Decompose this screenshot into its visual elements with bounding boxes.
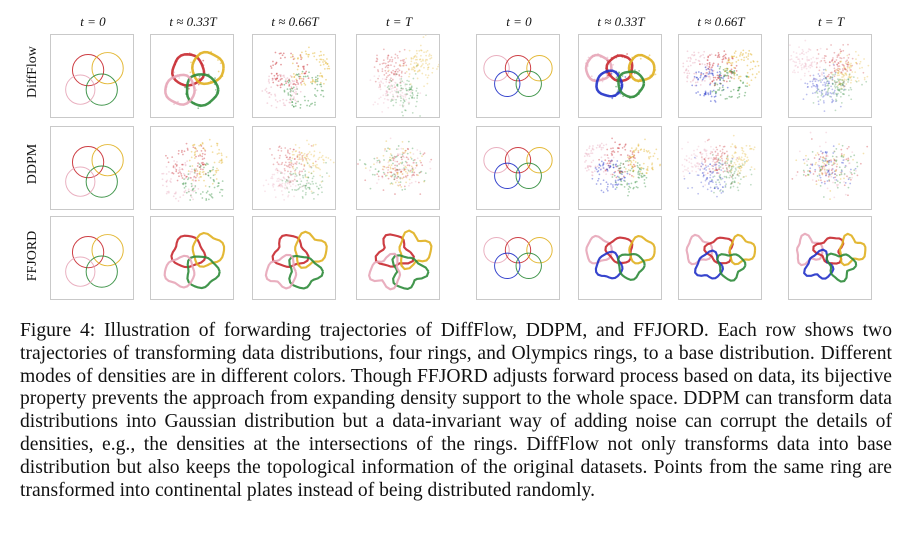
panel-ffjord-olympic-rings-step-0 (476, 216, 560, 300)
scatter-plot (65, 144, 124, 198)
col-label-right-3: t = T (817, 14, 845, 29)
col-label-right-1: t ≈ 0.33T (597, 14, 645, 29)
scatter-plot (368, 229, 433, 291)
panel-diffflow-four-rings-step-2 (252, 34, 336, 118)
scatter-plot (682, 49, 760, 103)
panel-diffflow-four-rings-step-0 (50, 34, 134, 118)
scatter-plot (795, 232, 867, 283)
scatter-plot (261, 46, 331, 109)
panel-ddpm-olympic-rings-step-2 (678, 126, 762, 210)
figure-caption: Figure 4: Illustration of forwarding tra… (20, 320, 892, 501)
panel-ffjord-olympic-rings-step-3 (788, 216, 872, 300)
panel-ffjord-four-rings-step-1 (150, 216, 234, 300)
scatter-plot (791, 131, 869, 201)
panel-ddpm-olympic-rings-step-1 (578, 126, 662, 210)
figure: t = 0 t ≈ 0.33T t ≈ 0.66T t = T t = 0 t … (25, 14, 872, 300)
panel-ddpm-olympic-rings-step-3 (788, 126, 872, 210)
col-label-right-0: t = 0 (506, 14, 532, 29)
panel-ffjord-four-rings-step-0 (50, 216, 134, 300)
panel-ffjord-four-rings-step-2 (252, 216, 336, 300)
panel-ddpm-four-rings-step-2 (252, 126, 336, 210)
panel-ddpm-four-rings-step-1 (150, 126, 234, 210)
scatter-plot (163, 231, 226, 290)
panel-ddpm-four-rings-step-3 (356, 126, 440, 210)
scatter-plot (357, 137, 433, 196)
panel-ffjord-olympic-rings-step-2 (678, 216, 762, 300)
row-label-ffjord: FFJORD (25, 230, 40, 282)
panel-diffflow-olympic-rings-step-1 (578, 34, 662, 118)
scatter-plot (483, 147, 553, 189)
panel-ffjord-four-rings-step-3 (356, 216, 440, 300)
scatter-plot (685, 233, 757, 282)
panel-ddpm-olympic-rings-step-0 (476, 126, 560, 210)
scatter-plot (65, 52, 124, 106)
panel-diffflow-olympic-rings-step-2 (678, 34, 762, 118)
scatter-plot (483, 237, 553, 279)
panel-diffflow-four-rings-step-3 (356, 34, 440, 118)
scatter-plot (681, 134, 756, 198)
panel-diffflow-olympic-rings-step-3 (788, 34, 872, 118)
scatter-plot (584, 53, 657, 100)
row-label-diffflow: DiffFlow (25, 46, 40, 98)
col-label-right-2: t ≈ 0.66T (697, 14, 745, 29)
scatter-plot (161, 138, 228, 202)
col-label-left-2: t ≈ 0.66T (271, 14, 319, 29)
panel-ffjord-olympic-rings-step-1 (578, 216, 662, 300)
col-label-left-3: t = T (385, 14, 413, 29)
scatter-plot (789, 39, 870, 113)
scatter-plot (369, 35, 439, 117)
scatter-plot (583, 137, 661, 197)
col-label-left-0: t = 0 (80, 14, 106, 29)
scatter-plot (585, 234, 656, 281)
col-label-left-1: t ≈ 0.33T (169, 14, 217, 29)
scatter-plot (164, 50, 225, 110)
panel-diffflow-four-rings-step-1 (150, 34, 234, 118)
scatter-plot (65, 234, 124, 288)
panel-ddpm-four-rings-step-0 (50, 126, 134, 210)
scatter-plot (262, 139, 335, 201)
row-label-ddpm: DDPM (25, 143, 40, 185)
scatter-plot (264, 230, 328, 290)
panel-diffflow-olympic-rings-step-0 (476, 34, 560, 118)
scatter-plot (483, 55, 553, 97)
